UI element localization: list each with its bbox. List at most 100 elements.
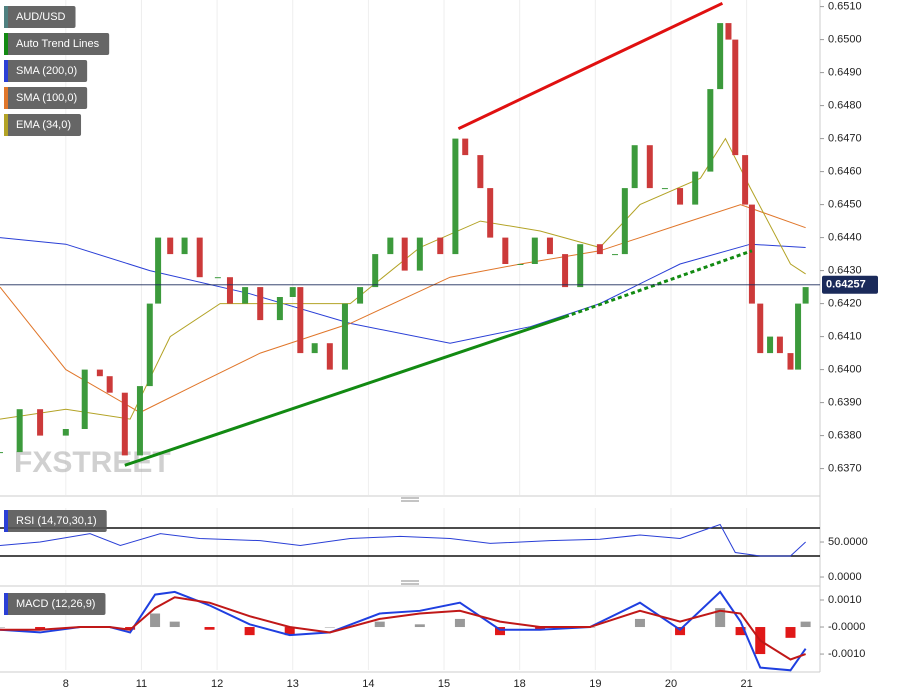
last-price-box: [822, 275, 878, 294]
candle: [0, 452, 3, 454]
y-tick-label: -0.0000: [828, 621, 865, 633]
y-tick-label: -0.0010: [828, 648, 865, 660]
legend-item: AUD/USD: [4, 6, 76, 28]
candle: [502, 237, 509, 264]
y-tick-label: 0.0000: [828, 571, 862, 583]
rsi-line: [0, 523, 806, 557]
histogram-bar: [150, 613, 161, 628]
candle: [326, 343, 333, 370]
x-tick-label: 20: [665, 678, 677, 690]
y-tick-label: 0.6400: [828, 364, 862, 376]
candle: [341, 303, 348, 370]
candle: [357, 287, 364, 304]
y-tick-label: 0.6390: [828, 397, 862, 409]
legend-item: Auto Trend Lines: [4, 33, 110, 55]
histogram-bar: [0, 627, 5, 628]
histogram-bar: [374, 621, 385, 628]
histogram-bar: [284, 627, 295, 636]
legend-item: RSI (14,70,30,1): [4, 510, 107, 532]
candle: [742, 155, 749, 205]
histogram-bar: [715, 608, 726, 628]
candle: [311, 343, 318, 354]
candle: [387, 237, 394, 255]
histogram-bar: [169, 621, 180, 628]
legend-box: [4, 87, 88, 109]
x-tick-label: 19: [589, 678, 601, 690]
legend-label: MACD (12,26,9): [16, 598, 95, 610]
legend-box: [4, 60, 88, 82]
candle: [732, 39, 739, 156]
y-tick-label: 0.6510: [828, 1, 862, 13]
legend-swatch: [4, 33, 8, 55]
x-tick-label: 12: [211, 678, 223, 690]
legend-item: MACD (12,26,9): [4, 593, 106, 615]
candle: [487, 188, 494, 238]
y-tick-label: 0.6460: [828, 166, 862, 178]
legend-label: RSI (14,70,30,1): [16, 515, 97, 527]
resize-handle: [401, 497, 419, 585]
candle: [621, 188, 628, 255]
candle: [692, 171, 699, 205]
histogram-bar: [454, 618, 465, 628]
y-tick-label: 0.6370: [828, 463, 862, 475]
x-tick-label: 21: [740, 678, 752, 690]
histogram-bar: [634, 618, 645, 628]
candle: [16, 409, 23, 453]
candle: [167, 237, 174, 255]
x-tick-label: 8: [63, 678, 69, 690]
legend-label: Auto Trend Lines: [16, 38, 100, 50]
candle: [707, 89, 714, 172]
candle: [452, 138, 459, 255]
candle: [257, 287, 264, 321]
trend-line: [457, 1, 724, 131]
candle: [776, 336, 783, 354]
candle: [372, 254, 379, 288]
legend-item: EMA (34,0): [4, 114, 82, 136]
candle: [214, 277, 221, 279]
legend-swatch: [4, 87, 8, 109]
y-tick-label: 0.6440: [828, 232, 862, 244]
candle: [37, 409, 44, 436]
candle: [196, 237, 203, 278]
histogram-bar: [244, 627, 255, 636]
legend-box: [4, 114, 82, 136]
legend-label: AUD/USD: [16, 11, 66, 23]
macd-line: [0, 590, 807, 672]
legend-item: SMA (200,0): [4, 60, 88, 82]
candle: [757, 303, 764, 354]
candle: [562, 254, 569, 288]
y-tick-label: 0.6420: [828, 298, 862, 310]
candle: [289, 287, 296, 297]
candle: [546, 237, 553, 255]
candle: [661, 188, 668, 190]
legend-box: [4, 593, 106, 615]
y-tick-label: 0.6410: [828, 331, 862, 343]
candle: [631, 145, 638, 189]
legend-label: SMA (100,0): [16, 92, 77, 104]
trend-line: [564, 249, 753, 319]
line-series: [0, 237, 806, 344]
legend-swatch: [4, 6, 8, 28]
y-tick-label: 0.6480: [828, 100, 862, 112]
x-tick-label: 13: [287, 678, 299, 690]
x-tick-label: 15: [438, 678, 450, 690]
legend-item: SMA (100,0): [4, 87, 88, 109]
candle: [717, 23, 724, 90]
candle: [517, 264, 524, 265]
candle: [146, 303, 153, 387]
x-tick-label: 11: [136, 678, 147, 690]
candle: [646, 145, 653, 189]
histogram-bar: [414, 624, 425, 628]
legend-swatch: [4, 114, 8, 136]
y-tick-label: 0.6380: [828, 430, 862, 442]
y-tick-label: 0.6490: [828, 67, 862, 79]
candle: [416, 237, 423, 271]
y-tick-label: 0.6470: [828, 133, 862, 145]
candle: [297, 287, 304, 354]
legend-swatch: [4, 60, 8, 82]
legend-swatch: [4, 510, 8, 532]
histogram-bar: [35, 627, 46, 630]
macd-line: [0, 596, 806, 661]
candle: [155, 237, 162, 304]
